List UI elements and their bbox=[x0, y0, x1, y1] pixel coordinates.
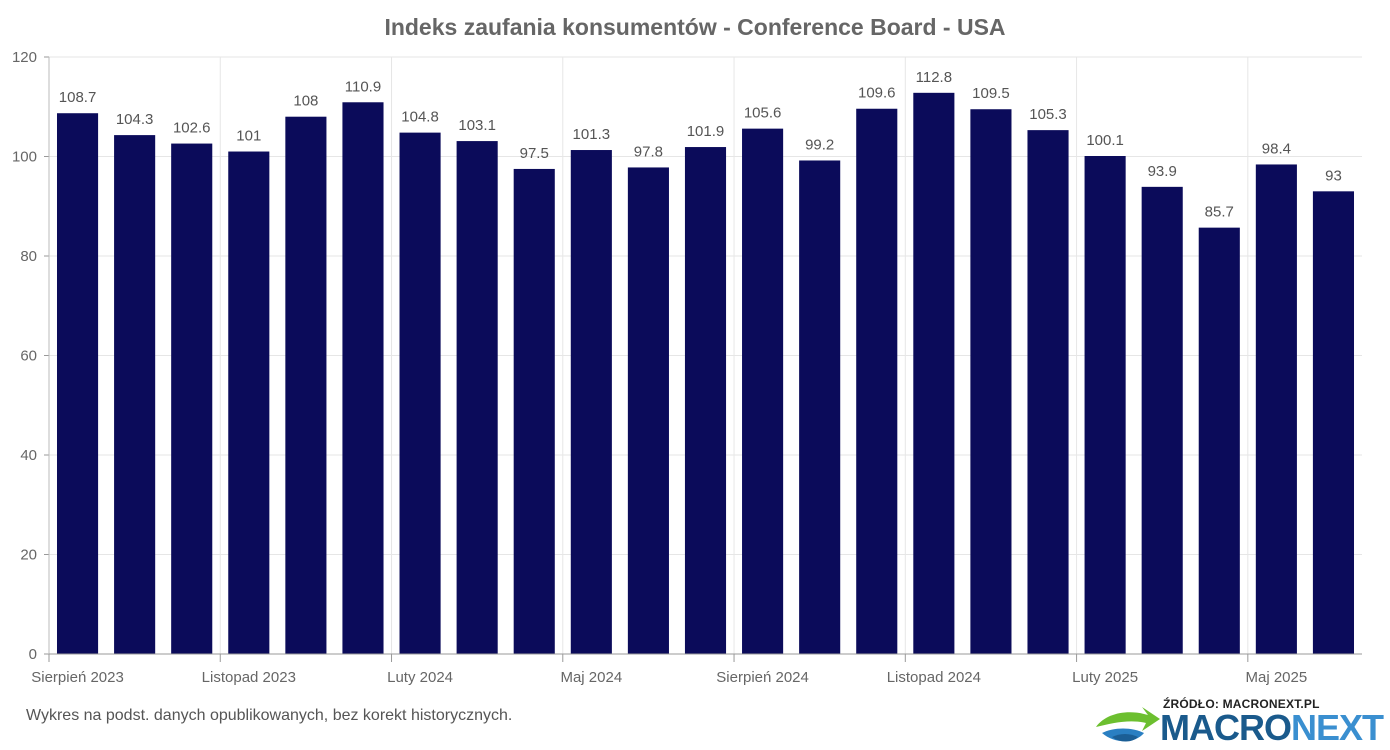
x-tick-label: Listopad 2024 bbox=[887, 669, 981, 686]
bar-value-label: 109.6 bbox=[858, 85, 896, 102]
x-axis: Sierpień 2023 Listopad 2023 Luty 2024 Maj 2… bbox=[31, 653, 1362, 686]
chart-title: Indeks zaufania konsumentów - Conference… bbox=[384, 14, 1005, 40]
bar bbox=[342, 102, 384, 654]
bar bbox=[1312, 191, 1355, 654]
bar bbox=[56, 113, 99, 654]
bar-value-label: 101.3 bbox=[573, 126, 611, 143]
bar bbox=[1141, 186, 1183, 654]
bar-value-label: 100.1 bbox=[1086, 132, 1124, 149]
brand-part-macro: MACRO bbox=[1160, 707, 1292, 748]
y-axis: 0 20 40 60 80 100 120 bbox=[12, 49, 50, 663]
y-tick-label: 0 bbox=[29, 646, 37, 663]
bar-value-label: 99.2 bbox=[805, 136, 834, 153]
brand-name: MACRONEXT bbox=[1160, 706, 1384, 750]
bar-value-label: 110.9 bbox=[345, 78, 381, 95]
bar bbox=[627, 167, 669, 654]
bar bbox=[570, 150, 612, 654]
bar bbox=[1027, 130, 1069, 654]
bar-value-label: 98.4 bbox=[1262, 140, 1291, 157]
bar-value-label: 112.8 bbox=[916, 69, 952, 86]
bar-value-label: 97.8 bbox=[634, 143, 663, 160]
bar-value-label: 101.9 bbox=[687, 123, 725, 140]
bar-value-label: 101 bbox=[236, 128, 261, 145]
x-tick-label: Maj 2025 bbox=[1246, 669, 1308, 686]
bar bbox=[1084, 156, 1126, 654]
bar-value-label: 102.6 bbox=[173, 120, 211, 137]
bar bbox=[742, 128, 784, 654]
data-labels: 108.7 104.3 102.6 101 108 110.9 104.8 103.1 97.5… bbox=[59, 69, 1342, 221]
bar bbox=[285, 116, 327, 654]
bar-value-label: 85.7 bbox=[1205, 204, 1234, 221]
bar-value-label: 104.3 bbox=[116, 111, 154, 128]
bar-value-label: 97.5 bbox=[520, 145, 549, 162]
bar bbox=[114, 135, 156, 655]
bar bbox=[228, 151, 270, 654]
bar bbox=[913, 92, 955, 654]
bar-value-label: 93.9 bbox=[1148, 163, 1177, 180]
bar bbox=[799, 160, 841, 655]
x-tick-label: Sierpień 2024 bbox=[716, 669, 809, 686]
brand-part-next: NEXT bbox=[1290, 707, 1384, 748]
x-tick-label: Luty 2025 bbox=[1072, 669, 1138, 686]
x-tick-label: Maj 2024 bbox=[560, 669, 622, 686]
bar bbox=[513, 168, 555, 654]
bar bbox=[456, 141, 498, 654]
bar bbox=[399, 132, 441, 654]
bar-value-label: 105.3 bbox=[1029, 106, 1067, 123]
y-tick-label: 20 bbox=[20, 547, 37, 564]
y-tick-label: 100 bbox=[12, 149, 37, 166]
bar-value-label: 103.1 bbox=[458, 117, 496, 134]
y-tick-label: 80 bbox=[20, 248, 37, 265]
bar-value-label: 108 bbox=[293, 93, 318, 110]
y-tick-label: 120 bbox=[12, 49, 37, 66]
macronext-logo-icon bbox=[1096, 707, 1160, 742]
bar bbox=[970, 109, 1012, 655]
x-tick-label: Listopad 2023 bbox=[202, 669, 296, 686]
bar-chart: Indeks zaufania konsumentów - Conference… bbox=[12, 14, 1362, 686]
x-tick-label: Sierpień 2023 bbox=[31, 669, 124, 686]
bar bbox=[684, 147, 727, 655]
bar-value-label: 109.5 bbox=[972, 85, 1010, 102]
bar bbox=[171, 143, 213, 654]
bar bbox=[1255, 164, 1297, 654]
bar bbox=[1198, 227, 1240, 654]
bar-value-label: 104.8 bbox=[401, 109, 439, 126]
y-tick-label: 60 bbox=[20, 348, 37, 365]
y-tick-label: 40 bbox=[20, 447, 37, 464]
bar bbox=[856, 108, 898, 655]
bar-value-label: 108.7 bbox=[59, 89, 97, 106]
bar-value-label: 105.6 bbox=[744, 105, 782, 122]
footnote: Wykres na podst. danych opublikowanych, … bbox=[26, 707, 513, 724]
x-tick-label: Luty 2024 bbox=[387, 669, 453, 686]
bars bbox=[56, 92, 1355, 655]
source-label: ŹRÓDŁO: MACRONEXT.PL bbox=[1163, 697, 1320, 711]
bar-value-label: 93 bbox=[1325, 167, 1342, 184]
